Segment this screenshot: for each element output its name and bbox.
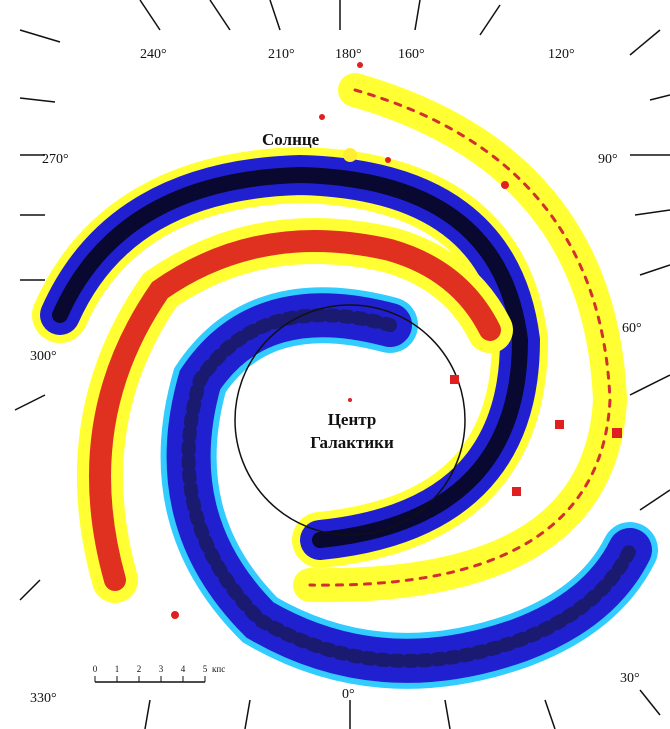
longitude-label: 30° (620, 671, 640, 686)
scale-tick: 3 (159, 664, 164, 674)
longitude-label: 240° (140, 47, 167, 62)
sources (171, 62, 622, 619)
spiral-arms (32, 73, 658, 689)
scale-tick: 1 (115, 664, 120, 674)
longitude-label: 160° (398, 47, 425, 62)
longitude-label: 180° (335, 47, 362, 62)
scale-bar: 0 1 2 3 4 5 кпс (93, 664, 225, 683)
longitude-label: 210° (268, 47, 295, 62)
longitude-labels: 240° 210° 180° 160° 120° 270° 90° 300° 6… (30, 47, 642, 706)
longitude-label: 0° (342, 687, 355, 702)
center-label: Галактики (310, 433, 394, 452)
scale-unit: кпс (212, 664, 225, 674)
center-circle (234, 304, 466, 536)
sun-marker (343, 148, 357, 162)
scale-tick: 2 (137, 664, 142, 674)
sun-label: Солнце (262, 130, 320, 149)
longitude-label: 300° (30, 349, 57, 364)
scale-tick: 5 (203, 664, 208, 674)
longitude-label: 60° (622, 321, 642, 336)
longitude-label: 330° (30, 691, 57, 706)
radial-ticks (14, 0, 670, 729)
center-label: Центр (328, 410, 377, 429)
longitude-label: 120° (548, 47, 575, 62)
longitude-label: 90° (598, 152, 618, 167)
scale-tick: 0 (93, 664, 98, 674)
longitude-label: 270° (42, 152, 69, 167)
scale-tick: 4 (181, 664, 186, 674)
